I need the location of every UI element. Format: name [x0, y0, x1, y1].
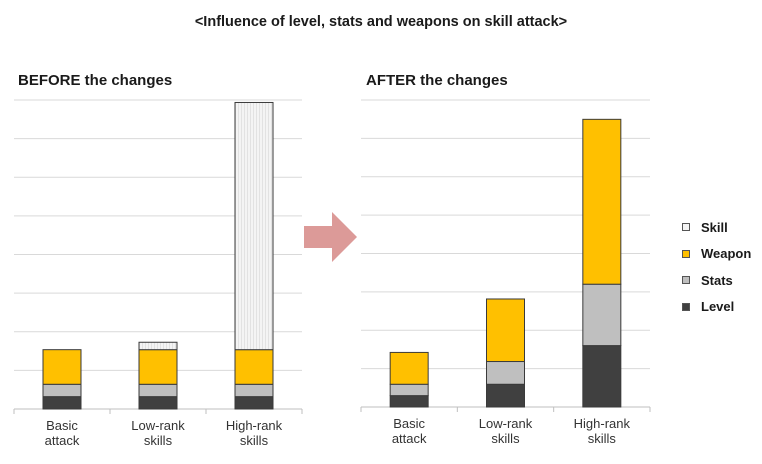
after-bar-stats-2 — [486, 361, 525, 385]
legend-item-level: Level — [682, 294, 751, 321]
legend-swatch-skill — [682, 223, 690, 232]
before-bar-stats-1 — [42, 383, 82, 398]
legend-label-level: Level — [701, 299, 735, 315]
after-bar-stats-3 — [582, 283, 622, 347]
legend-item-stats: Stats — [682, 267, 751, 294]
legend-swatch-stats — [682, 276, 690, 285]
before-bar-weapon-2 — [138, 349, 178, 385]
after-category-label: Low-rank skills — [479, 416, 533, 446]
legend-label-stats: Stats — [701, 272, 733, 288]
legend-label-weapon: Weapon — [701, 246, 752, 262]
legend: Skill Weapon Stats Level — [682, 214, 751, 320]
before-bar-weapon-3 — [234, 349, 274, 385]
before-bar-weapon-1 — [42, 349, 82, 385]
before-category-label: Basic attack — [45, 418, 80, 448]
after-bar-level-2 — [486, 383, 525, 408]
after-bar-weapon-1 — [389, 351, 429, 385]
after-bar-weapon-3 — [582, 118, 622, 285]
after-bar-level-1 — [389, 395, 429, 408]
figure-title: <Influence of level, stats and weapons o… — [194, 14, 568, 30]
after-bar-weapon-2 — [486, 298, 525, 363]
legend-swatch-weapon — [682, 249, 690, 258]
legend-swatch-level — [682, 302, 690, 311]
legend-item-weapon: Weapon — [682, 241, 751, 268]
before-bar-skill-3 — [234, 101, 274, 351]
before-bar-skill-2 — [138, 341, 178, 351]
before-category-label: Low-rank skills — [131, 418, 185, 448]
after-bar-stats-1 — [389, 383, 429, 397]
panel-title-before: BEFORE the changes — [18, 72, 173, 89]
panel-title-after: AFTER the changes — [366, 72, 508, 89]
legend-label-skill: Skill — [701, 219, 728, 235]
before-bar-level-1 — [42, 396, 82, 410]
before-bar-stats-3 — [234, 383, 274, 398]
right-arrow-icon — [304, 212, 357, 262]
after-category-label: High-rank skills — [574, 416, 631, 446]
after-category-label: Basic attack — [392, 416, 427, 446]
legend-item-skill: Skill — [682, 214, 751, 241]
before-bar-level-2 — [138, 396, 178, 410]
before-category-label: High-rank skills — [226, 418, 283, 448]
before-bar-stats-2 — [138, 383, 178, 398]
before-bar-level-3 — [234, 396, 274, 410]
after-bar-level-3 — [582, 345, 622, 408]
